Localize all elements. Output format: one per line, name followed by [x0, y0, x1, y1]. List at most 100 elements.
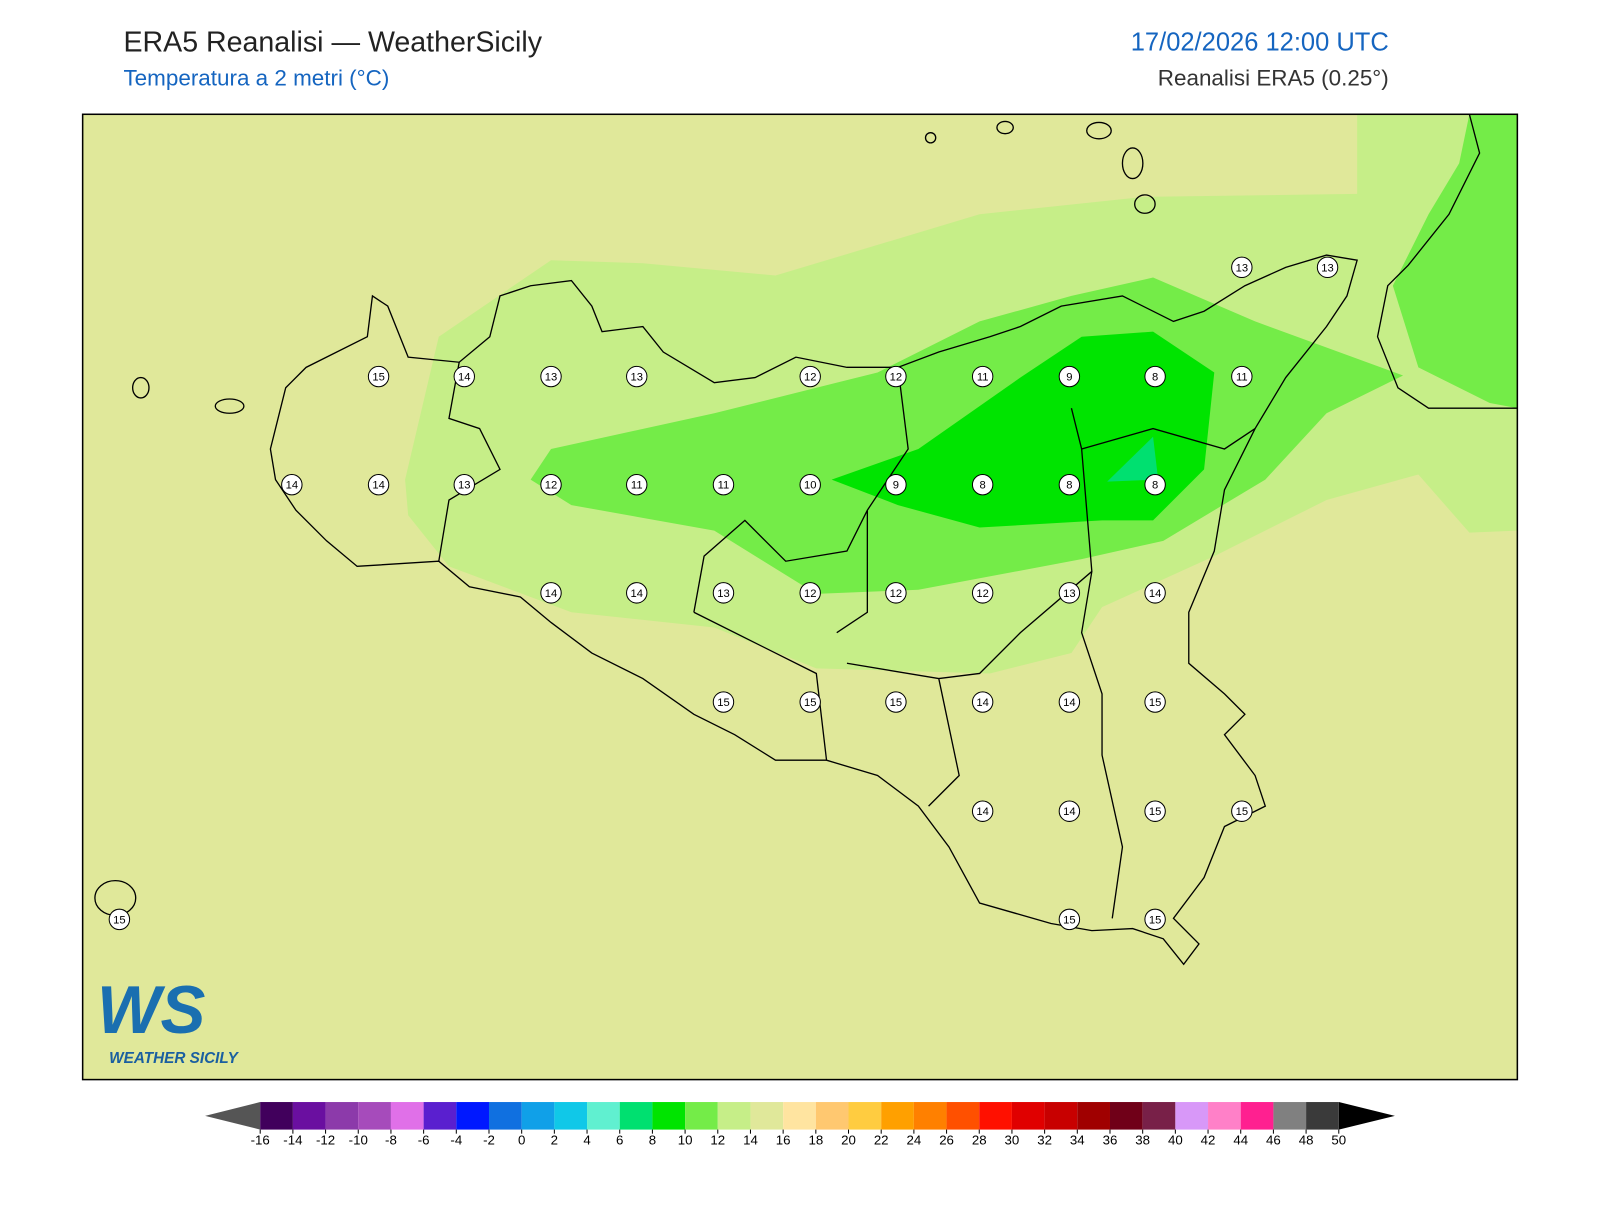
colorbar-tick-label: 50: [1331, 1132, 1346, 1147]
station-value: 15: [1149, 914, 1161, 926]
colorbar-bin: [1306, 1102, 1339, 1130]
colorbar-tick-label: 12: [710, 1132, 725, 1147]
colorbar-bin: [521, 1102, 555, 1130]
colorbar-tick-label: 6: [616, 1132, 623, 1147]
colorbar-tick-label: 38: [1135, 1132, 1150, 1147]
station-value: 14: [976, 806, 988, 818]
station-marker: [626, 365, 648, 388]
colorbar-tick-label: 8: [649, 1132, 656, 1147]
station-marker: [885, 365, 907, 388]
station-marker: [1144, 582, 1166, 604]
station-marker: [1144, 691, 1166, 713]
colorbar-bin: [1077, 1102, 1110, 1130]
station-marker: [1058, 800, 1081, 822]
station-value: 15: [1149, 806, 1161, 818]
station-marker: [540, 582, 562, 604]
coastline: [1376, 114, 1518, 409]
colorbar-bin: [881, 1102, 914, 1130]
station-value: 15: [1063, 914, 1075, 926]
island: [214, 398, 245, 414]
station-marker: [367, 473, 390, 496]
station-marker: [1231, 800, 1253, 822]
station-value: 12: [890, 588, 902, 600]
station-value: 14: [286, 480, 298, 492]
colorbar-bin: [685, 1102, 718, 1130]
colorbar-over: [1338, 1102, 1395, 1130]
station-value: 9: [893, 480, 899, 492]
station-value: 13: [630, 372, 642, 384]
station-marker: [626, 473, 648, 496]
station-value: 12: [976, 588, 988, 600]
colorbar-bin: [815, 1102, 849, 1130]
title: ERA5 Reanalisi — WeatherSicily: [123, 26, 542, 58]
station-value: 14: [1063, 697, 1075, 709]
station-marker: [885, 582, 907, 604]
station-value: 13: [1236, 262, 1248, 274]
subtitle: Temperatura a 2 metri (°C): [123, 66, 389, 91]
colorbar-tick-label: 2: [551, 1132, 558, 1147]
station-marker: [626, 582, 648, 604]
logo: WS WEATHER SICILY: [97, 973, 240, 1067]
station-value: 11: [1236, 372, 1248, 384]
station-marker: [1058, 908, 1081, 931]
station-value: 14: [1149, 588, 1161, 600]
colorbar-bin: [292, 1102, 326, 1130]
station-marker: [1231, 365, 1253, 388]
station-marker: [1058, 582, 1081, 604]
colorbar-tick-label: 42: [1201, 1132, 1216, 1147]
station-marker: [799, 473, 821, 496]
colorbar-bin: [325, 1102, 359, 1130]
station-value: 14: [372, 480, 384, 492]
colorbar-bin: [390, 1102, 424, 1130]
station-value: 11: [631, 480, 643, 492]
island: [1121, 147, 1144, 180]
colorbar-tick-label: -8: [385, 1132, 397, 1147]
station-marker: [1144, 365, 1166, 388]
colorbar-tick-label: -12: [316, 1132, 335, 1147]
station-value: 15: [717, 697, 729, 709]
colorbar-bin: [717, 1102, 751, 1130]
colorbar-bin: [423, 1102, 457, 1130]
station-marker: [799, 365, 821, 388]
station-value: 12: [545, 480, 557, 492]
colorbar-tick-label: 24: [907, 1132, 922, 1147]
colorbar-tick-label: 26: [939, 1132, 954, 1147]
station-value: 8: [1152, 480, 1158, 492]
field-band: [1392, 114, 1518, 409]
colorbar-tick-label: 22: [874, 1132, 889, 1147]
map: [82, 114, 1518, 1080]
station-marker: [108, 908, 131, 931]
station-marker: [1231, 256, 1253, 279]
station-value: 13: [1063, 588, 1075, 600]
station-value: 14: [976, 697, 988, 709]
colorbar-tick-label: 18: [808, 1132, 823, 1147]
colorbar-tick-label: -10: [349, 1132, 368, 1147]
station-marker: [540, 473, 562, 496]
station-value: 13: [1321, 262, 1333, 274]
colorbar-tick-label: 0: [518, 1132, 525, 1147]
colorbar-bin: [1109, 1102, 1143, 1130]
colorbar-bin: [1044, 1102, 1078, 1130]
station-marker: [1058, 365, 1081, 388]
station-marker: [971, 800, 994, 822]
station-marker: [1058, 473, 1081, 496]
colorbar-tick-label: 30: [1005, 1132, 1020, 1147]
station-marker: [1058, 691, 1081, 713]
colorbar-bin: [587, 1102, 620, 1130]
station-marker: [281, 473, 303, 496]
station-value: 11: [718, 480, 730, 492]
colorbar: -16 -14 -12 -10 -8 -6 -4 -2 0 2 4 6 8 10 12 14 16 18 20 22 2…: [205, 1102, 1395, 1147]
colorbar-under: [205, 1102, 261, 1130]
station-value: 14: [630, 588, 642, 600]
colorbar-tick-label: 44: [1233, 1132, 1248, 1147]
colorbar-bin: [1208, 1102, 1241, 1130]
colorbar-tick-label: 34: [1070, 1132, 1085, 1147]
colorbar-tick-label: -4: [450, 1132, 462, 1147]
datetime: 17/02/2026 12:00 UTC: [1131, 29, 1389, 57]
station-value: 8: [980, 480, 986, 492]
colorbar-bin: [260, 1102, 293, 1130]
island: [996, 120, 1014, 135]
station-marker: [453, 365, 475, 388]
colorbar-tick-label: -14: [283, 1132, 302, 1147]
station-value: 11: [977, 372, 989, 384]
